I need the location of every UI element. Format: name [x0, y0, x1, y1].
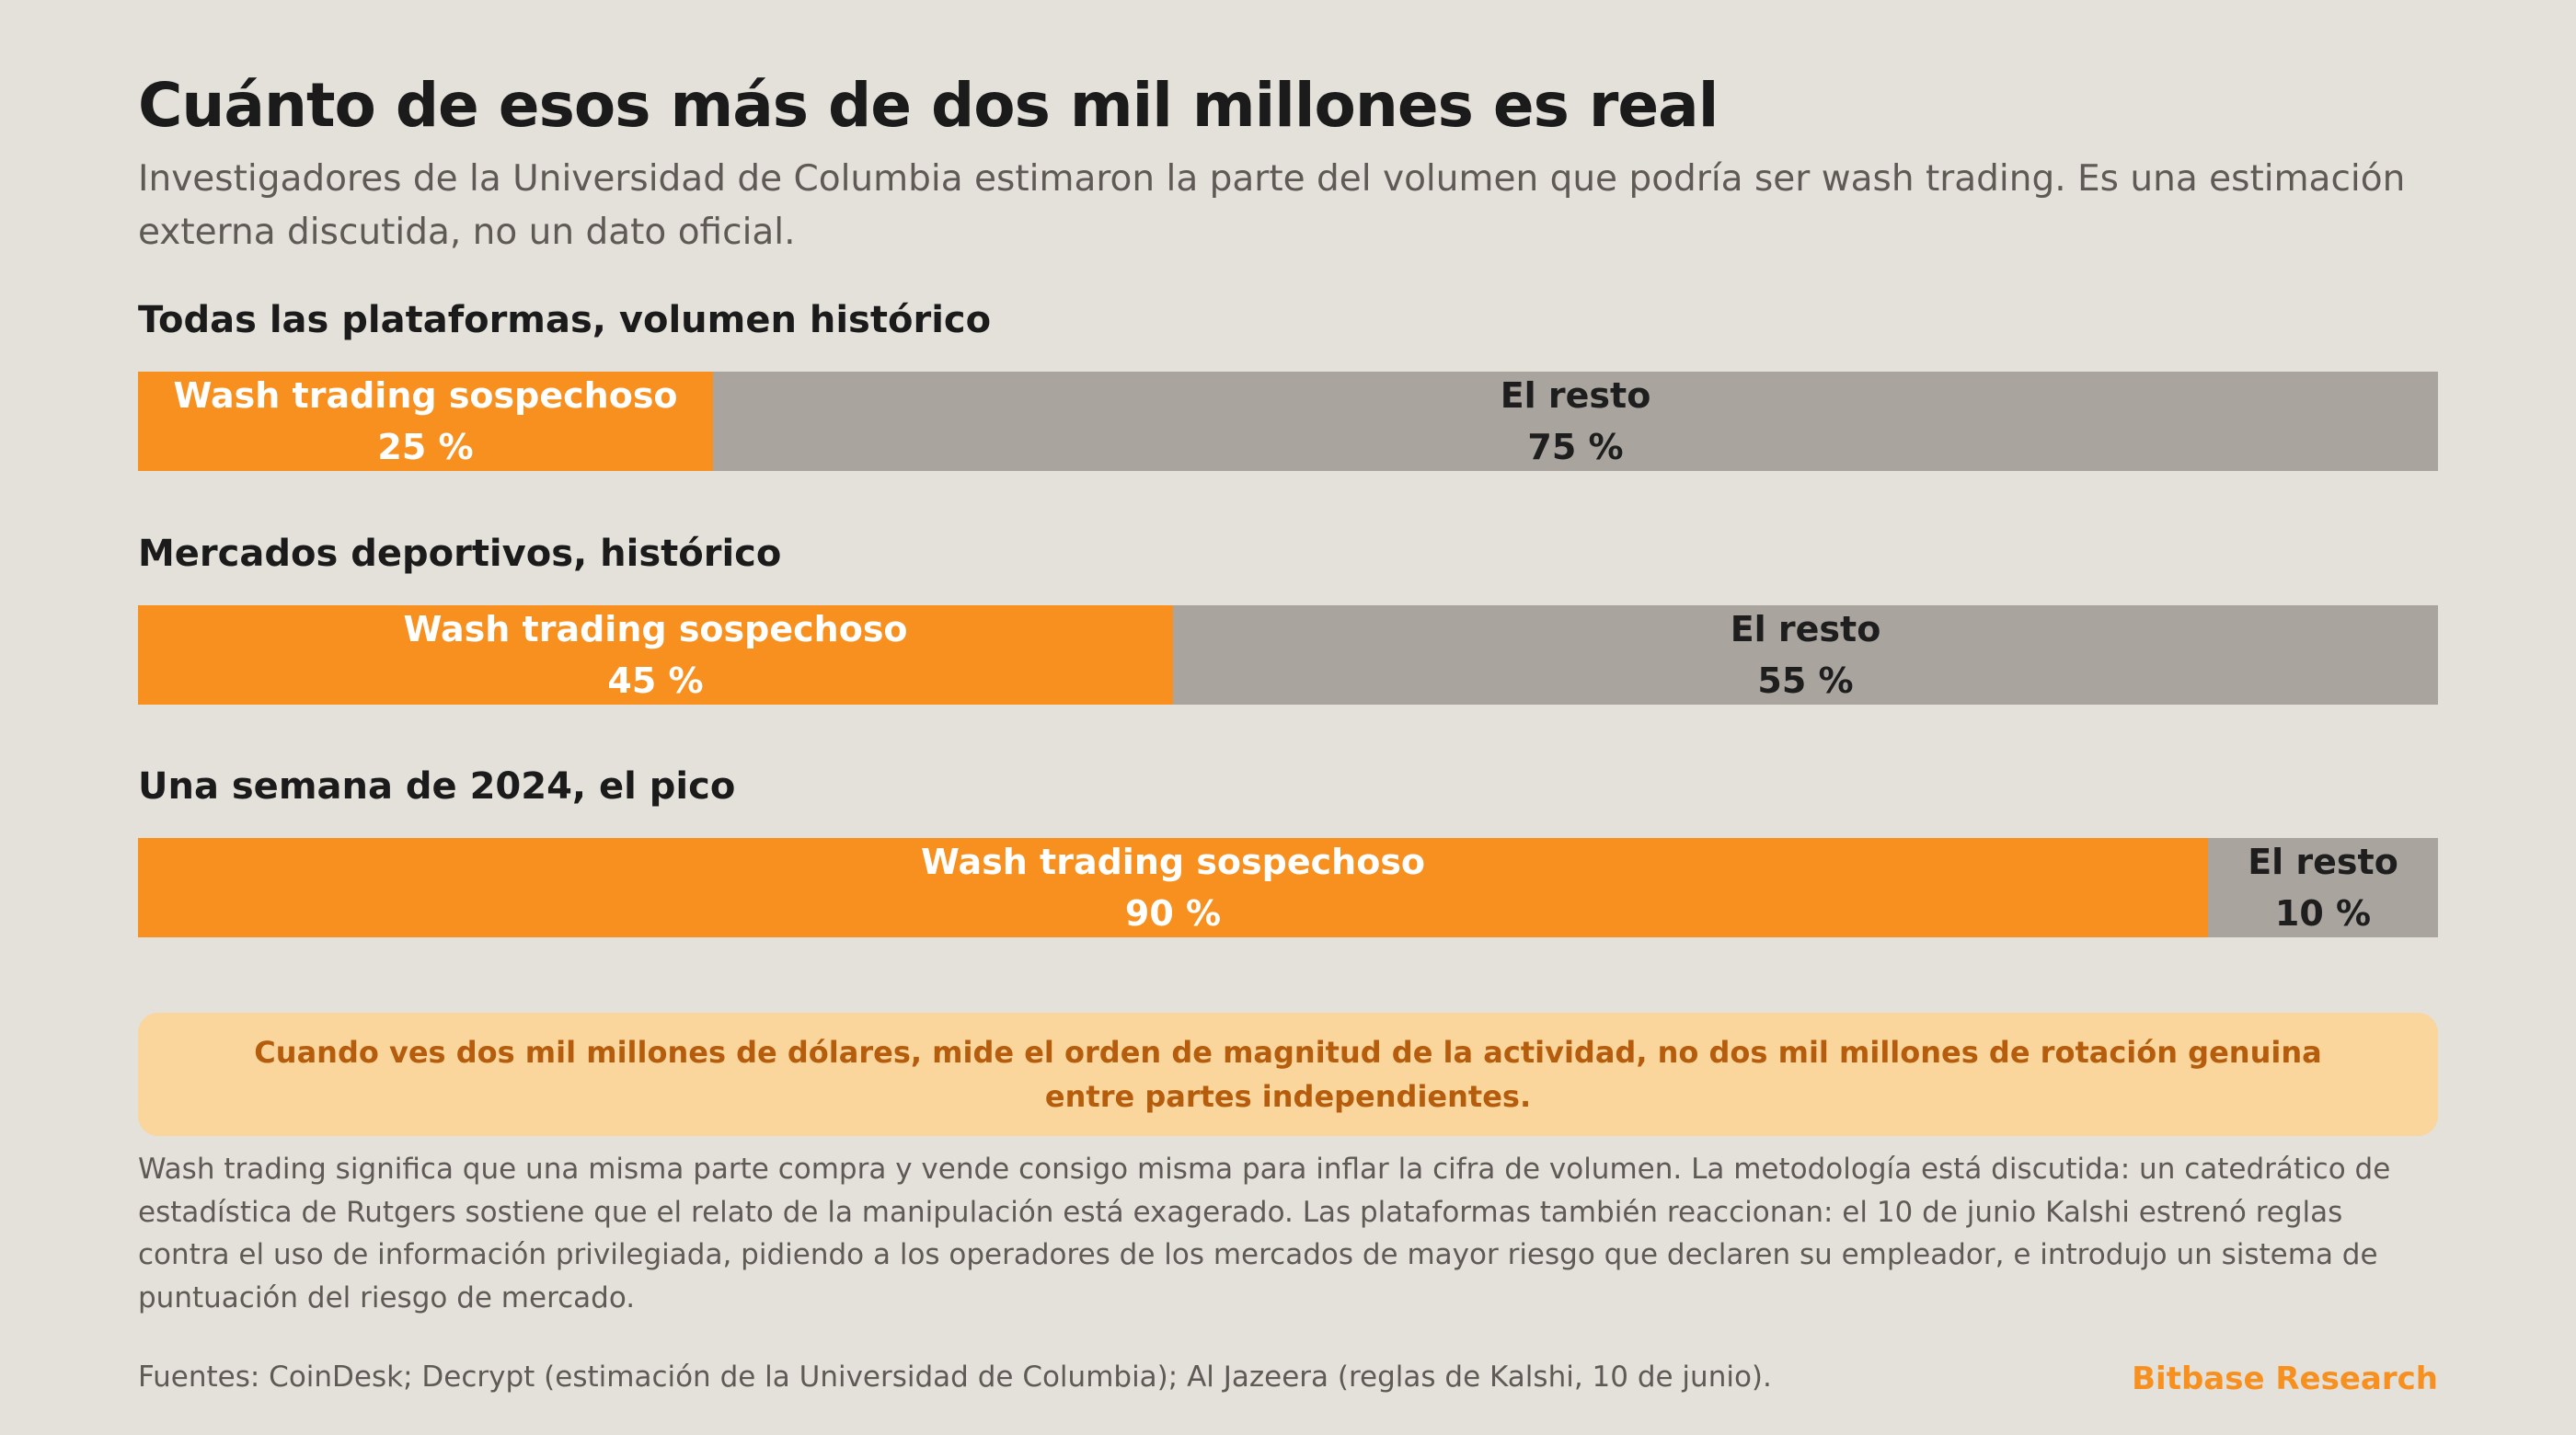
bar-segment-rest: El resto 55 %: [1173, 605, 2438, 705]
brand-logo-text: Bitbase Research: [2132, 1360, 2438, 1397]
callout-box: Cuando ves dos mil millones de dólares, …: [138, 1013, 2438, 1136]
segment-name-label: El resto: [2248, 842, 2398, 882]
segment-value-label: 90 %: [1124, 893, 1222, 934]
segment-value-label: 45 %: [607, 660, 704, 701]
bar-segment-rest: El resto 75 %: [713, 372, 2438, 471]
segment-value-label: 25 %: [377, 427, 474, 467]
segment-name-label: Wash trading sospechoso: [173, 375, 678, 416]
stacked-bar: Wash trading sospechoso 45 % El resto 55 %: [138, 605, 2438, 705]
chart-section-1: Mercados deportivos, histórico Wash trad…: [138, 530, 2438, 705]
chart-title: Todas las plataformas, volumen histórico: [138, 299, 992, 341]
chart-title: Una semana de 2024, el pico: [138, 765, 736, 808]
explanatory-note: Wash trading significa que una misma par…: [138, 1153, 2391, 1314]
segment-name-label: El resto: [1730, 609, 1881, 649]
segment-value-label: 75 %: [1527, 427, 1624, 467]
chart-title: Mercados deportivos, histórico: [138, 533, 782, 575]
stacked-bar: Wash trading sospechoso 25 % El resto 75 %: [138, 372, 2438, 471]
bar-segment-wash: Wash trading sospechoso 45 %: [138, 605, 1173, 705]
sources: Fuentes: CoinDesk; Decrypt (estimación d…: [138, 1360, 1772, 1394]
stacked-bar: Wash trading sospechoso 90 % El resto 10 %: [138, 838, 2438, 937]
segment-value-label: 10 %: [2274, 893, 2372, 934]
segment-name-label: El resto: [1500, 375, 1651, 416]
page-title: Cuánto de esos más de dos mil millones e…: [138, 70, 1719, 141]
page-subtitle: Investigadores de la Universidad de Colu…: [138, 158, 2406, 253]
segment-name-label: Wash trading sospechoso: [920, 842, 1426, 882]
segment-name-label: Wash trading sospechoso: [403, 609, 908, 649]
bar-segment-rest: El resto 10 %: [2208, 838, 2438, 937]
bar-segment-wash: Wash trading sospechoso 90 %: [138, 838, 2208, 937]
callout-text: Cuando ves dos mil millones de dólares, …: [254, 1035, 2322, 1114]
chart-section-0: Todas las plataformas, volumen histórico…: [138, 296, 2438, 471]
chart-section-2: Una semana de 2024, el pico Wash trading…: [138, 763, 2438, 937]
segment-value-label: 55 %: [1757, 660, 1854, 701]
header: Cuánto de esos más de dos mil millones e…: [138, 64, 2438, 259]
bar-segment-wash: Wash trading sospechoso 25 %: [138, 372, 713, 471]
